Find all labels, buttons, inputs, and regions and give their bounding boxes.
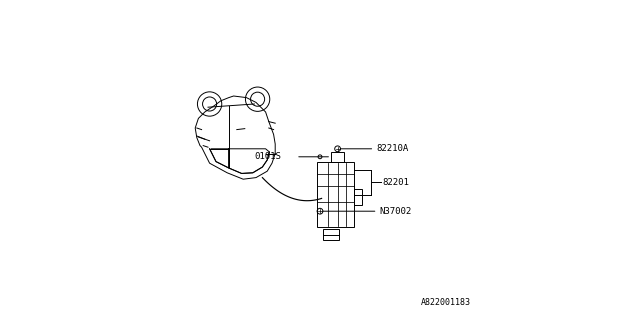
Text: N37002: N37002 — [379, 207, 412, 216]
Text: A822001183: A822001183 — [420, 298, 470, 307]
Text: 82201: 82201 — [383, 178, 409, 187]
Text: 82210A: 82210A — [376, 144, 408, 153]
Text: 0101S: 0101S — [255, 152, 282, 161]
